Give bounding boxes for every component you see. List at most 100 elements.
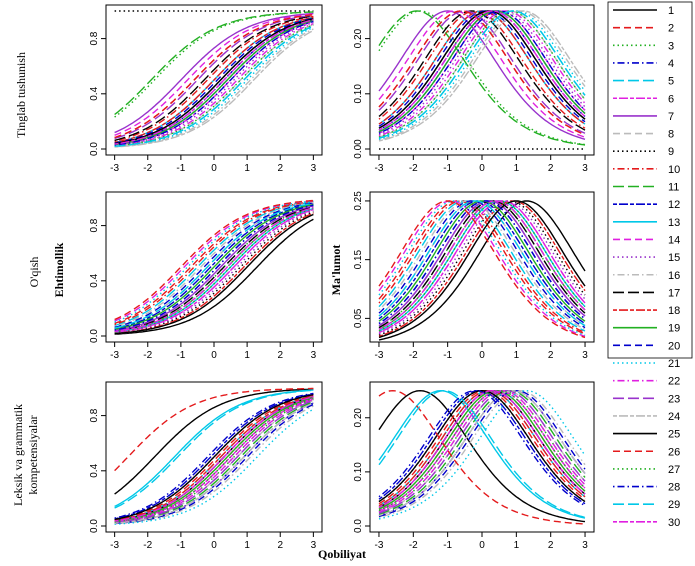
item-9-curve (114, 211, 314, 334)
legend-item-2: 2 (613, 23, 674, 35)
legend-label: 2 (668, 23, 674, 35)
y-tick-label: 0.0 (353, 519, 364, 533)
x-tick-label: -3 (375, 350, 384, 361)
item-9-curve (378, 200, 586, 336)
legend-item-8: 8 (613, 129, 674, 141)
legend-label: 20 (668, 340, 680, 352)
item-18-curve (378, 200, 586, 337)
item-12-curve (378, 389, 586, 505)
x-tick-label: 0 (211, 350, 217, 361)
x-tick-label: 3 (582, 163, 588, 174)
item-30-curve (114, 396, 314, 522)
item-7-curve (378, 10, 586, 140)
legend-label: 17 (668, 287, 680, 299)
item-10-curve (114, 15, 314, 142)
panel-1-probability: -3 -2 -1 0 1 2 3 0.0 0.4 0.8 (89, 4, 323, 174)
item-27-curve (378, 389, 586, 512)
y-tick-label: 0.20 (353, 408, 364, 428)
item-8-curve (114, 202, 314, 329)
item-23-curve (114, 399, 314, 524)
legend-item-26: 26 (613, 446, 680, 458)
item-3-curve (114, 11, 314, 118)
item-26-curve (114, 199, 314, 321)
legend-label: 10 (668, 164, 680, 176)
x-tick-label: -2 (143, 163, 152, 174)
legend-item-25: 25 (613, 429, 680, 441)
x-tick-label: 2 (548, 540, 554, 551)
y-tick-label: 0.10 (353, 462, 364, 482)
y-tick-label: 0.8 (89, 408, 100, 422)
row-label-1: Tinglab tushunish (14, 52, 28, 138)
item-1-curve (378, 200, 586, 341)
legend-item-6: 6 (613, 93, 674, 105)
legend-item-5: 5 (613, 76, 674, 88)
item-29-curve (114, 389, 314, 509)
y-tick-label: 0.4 (89, 86, 100, 100)
item-10-curve (378, 200, 586, 334)
item-26-curve (114, 387, 314, 472)
item-15-curve (114, 209, 314, 334)
item-26-curve (378, 10, 586, 136)
y-tick-label: 0.20 (353, 28, 364, 48)
y-tick-label: 0.00 (353, 139, 364, 159)
item-11-curve (114, 401, 314, 524)
legend-item-9: 9 (613, 146, 674, 158)
item-5-curve (114, 395, 314, 522)
y-tick-label: 0.4 (89, 273, 100, 287)
y-tick-label: 0.8 (89, 31, 100, 45)
item-14-curve (114, 13, 314, 136)
legend-label: 5 (668, 76, 674, 88)
item-4-curve (378, 200, 586, 325)
legend-item-4: 4 (613, 58, 674, 70)
legend-item-19: 19 (613, 323, 680, 335)
legend-label: 16 (668, 270, 680, 282)
legend-label: 24 (668, 411, 680, 423)
legend-item-1: 1 (613, 5, 674, 17)
x-tick-label: 3 (582, 540, 588, 551)
item-24-curve (114, 402, 314, 524)
legend-label: 13 (668, 217, 680, 229)
panel-1-information: -3 -2 -1 0 1 2 3 0.00 0.10 0.20 (353, 4, 595, 174)
item-26-curve (114, 14, 314, 139)
item-1-curve (114, 388, 314, 495)
item-20-curve (114, 403, 314, 525)
item-8-curve (114, 399, 314, 524)
item-20-curve (378, 10, 586, 127)
x-tick-label: 1 (244, 350, 250, 361)
item-27-curve (114, 24, 314, 147)
x-tick-label: 3 (311, 350, 317, 361)
item-23-curve (114, 205, 314, 332)
y-axis-title-probability: Ehtimollik (52, 242, 66, 297)
legend-item-18: 18 (613, 305, 680, 317)
item-7-curve (378, 389, 586, 509)
x-axis-title: Qobiliyat (318, 547, 366, 561)
item-20-curve (114, 17, 314, 144)
item-17-curve (114, 206, 314, 332)
legend-item-13: 13 (613, 217, 680, 229)
x-tick-label: 0 (479, 540, 485, 551)
y-tick-label: 0.4 (89, 463, 100, 477)
x-tick-label: 3 (582, 350, 588, 361)
x-tick-label: -2 (143, 350, 152, 361)
legend-item-17: 17 (613, 287, 680, 299)
item-29-curve (114, 25, 314, 147)
x-tick-label: -1 (176, 540, 185, 551)
item-17-curve (114, 15, 314, 141)
x-tick-label: 2 (277, 163, 283, 174)
item-29-curve (378, 389, 586, 518)
row-label-3-line-1: Leksik va grammatik (11, 404, 25, 506)
x-tick-label: 2 (277, 540, 283, 551)
legend-label: 29 (668, 499, 680, 511)
item-25-curve (114, 393, 314, 521)
item-30-curve (378, 200, 586, 331)
item-16-curve (114, 28, 314, 148)
legend-item-27: 27 (613, 464, 680, 476)
item-12-curve (378, 200, 586, 325)
item-14-curve (114, 398, 314, 523)
legend-item-3: 3 (613, 40, 674, 52)
item-14-curve (114, 200, 314, 322)
legend: 1234567891011121314151617181920212223242… (607, 1, 693, 529)
item-25-curve (378, 389, 586, 503)
item-30-curve (378, 389, 586, 509)
